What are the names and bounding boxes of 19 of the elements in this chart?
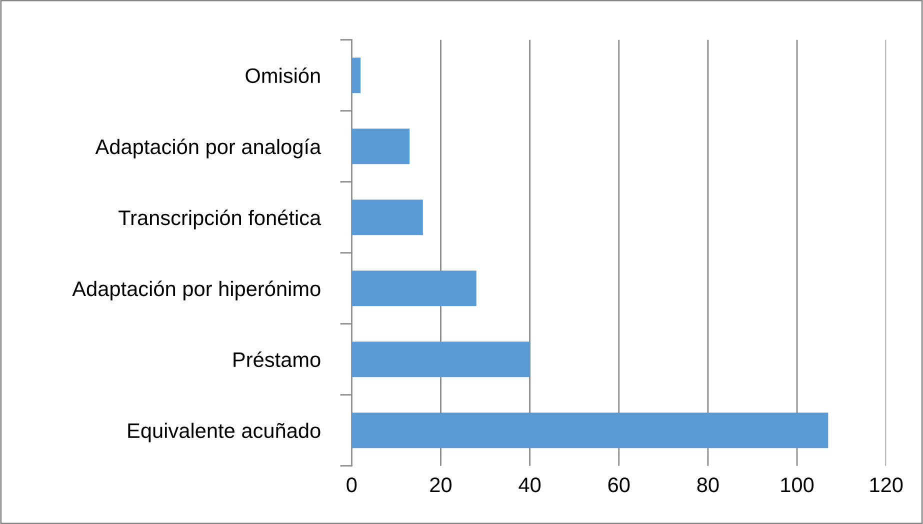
bar: [352, 412, 828, 448]
x-tick-label: 100: [781, 477, 814, 492]
x-tick-label: 40: [518, 477, 541, 492]
x-tick-label: 120: [870, 477, 903, 492]
x-tick-label: 0: [346, 477, 357, 492]
y-tick-label: Transcripción fonética: [118, 210, 322, 230]
bar: [352, 270, 476, 306]
y-tick-label: Préstamo: [234, 352, 320, 368]
y-tick-label: Omisión: [246, 68, 320, 84]
x-tick-label: 80: [697, 477, 719, 492]
y-tick-label: Adaptación por hiperónimo: [72, 280, 320, 300]
y-tick-label: Equivalente acuñado: [128, 422, 320, 442]
y-tick-label: Adaptación por analogía: [95, 138, 322, 158]
bar: [352, 58, 361, 94]
bar: [352, 128, 410, 164]
bar: [352, 342, 530, 378]
bar: [352, 200, 423, 236]
x-tick-label: 60: [608, 477, 630, 492]
x-tick-label: 20: [430, 477, 452, 492]
